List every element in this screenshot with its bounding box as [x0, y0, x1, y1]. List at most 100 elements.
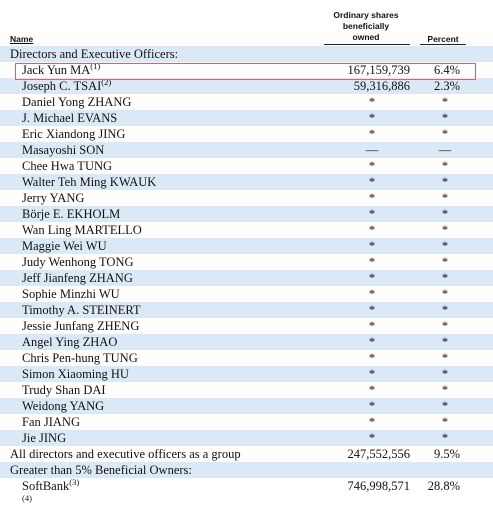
percent-cell: * [441, 415, 449, 429]
holder-name: Jack Yun MA(1) [22, 62, 100, 78]
ownership-table: Directors and Executive Officers: Jack Y… [0, 46, 493, 504]
holder-name: Maggie Wei WU [22, 238, 107, 254]
holder-name: Masayoshi SON [22, 142, 104, 158]
table-row: Timothy A. STEINERT * * [0, 302, 493, 318]
shares-cell: 746,998,571 [347, 479, 411, 493]
section-label: Directors and Executive Officers: [10, 47, 179, 61]
percent-cell: * [441, 223, 449, 237]
percent-cell: 28.8% [427, 479, 460, 493]
shares-cell: * [368, 399, 376, 413]
table-row: Trudy Shan DAI * * [0, 382, 493, 398]
percent-cell: * [441, 303, 449, 317]
holder-name: Chris Pen-hung TUNG [22, 350, 138, 366]
percent-cell: 6.4% [433, 63, 460, 77]
percent-cell: * [441, 271, 449, 285]
holder-name-text: Angel Ying ZHAO [22, 335, 118, 349]
holder-name-text: Weidong YANG [22, 399, 105, 413]
shares-cell: * [368, 159, 376, 173]
holder-name: Jerry YANG [22, 190, 84, 206]
holder-name: Börje E. EKHOLM [22, 206, 120, 222]
percent-cell: * [441, 399, 449, 413]
holder-name-text: Eric Xiandong JING [22, 127, 126, 141]
shares-cell: * [368, 303, 376, 317]
holder-name-text: Simon Xiaoming HU [22, 367, 129, 381]
holder-name-text: Daniel Yong ZHANG [22, 95, 132, 109]
shares-cell: * [368, 207, 376, 221]
shares-cell: — [365, 143, 379, 157]
holder-name-text: Jerry YANG [22, 191, 85, 205]
holder-name-text: Maggie Wei WU [22, 239, 107, 253]
table-row: (4) [0, 494, 493, 504]
shares-cell: 59,316,886 [353, 79, 410, 93]
shares-cell: 167,159,739 [347, 63, 411, 77]
holder-name: Trudy Shan DAI [22, 382, 106, 398]
holder-name-text: Masayoshi SON [22, 143, 105, 157]
shares-cell: * [368, 271, 376, 285]
shares-cell: * [368, 127, 376, 141]
holder-name: Angel Ying ZHAO [22, 334, 117, 350]
holder-name: Jie JING [22, 430, 66, 446]
holder-name-text: Wan Ling MARTELLO [22, 223, 142, 237]
table-row: Maggie Wei WU * * [0, 238, 493, 254]
holder-name-text: Trudy Shan DAI [22, 383, 106, 397]
table-row: Daniel Yong ZHANG * * [0, 94, 493, 110]
section-label: Greater than 5% Beneficial Owners: [10, 463, 192, 477]
percent-column-header: Percent [427, 34, 459, 44]
holder-name: Simon Xiaoming HU [22, 366, 129, 382]
shares-header-line3: owned [352, 32, 380, 42]
shares-cell: * [368, 287, 376, 301]
shares-cell: * [368, 335, 376, 349]
table-row: Walter Teh Ming KWAUK * * [0, 174, 493, 190]
shares-header-rule [324, 44, 410, 45]
shares-cell: * [368, 191, 376, 205]
director-rows: Jack Yun MA(1) 167,159,739 6.4% Joseph C. T… [0, 62, 493, 446]
holder-name-text: Börje E. EKHOLM [22, 207, 121, 221]
holder-name-text: Sophie Minzhi WU [22, 287, 120, 301]
shares-cell: * [368, 431, 376, 445]
group-total-row: All directors and executive officers as … [0, 446, 493, 462]
holder-name-text: Jessie Junfang ZHENG [22, 319, 140, 333]
holder-name-text: Fan JIANG [22, 415, 80, 429]
section-heading-owners: Greater than 5% Beneficial Owners: [0, 462, 493, 478]
percent-cell: * [441, 191, 449, 205]
shares-cell: * [368, 95, 376, 109]
shares-header-line2: beneficially [342, 21, 390, 31]
holder-name: J. Michael EVANS [22, 110, 117, 126]
percent-cell: * [441, 111, 449, 125]
footnote-ref: (3) [69, 477, 80, 487]
holder-name: SoftBank(3) [22, 478, 79, 494]
holder-name-text: Joseph C. TSAI [22, 79, 102, 93]
table-row: Jeff Jianfeng ZHANG * * [0, 270, 493, 286]
table-row: Joseph C. TSAI(2) 59,316,886 2.3% [0, 78, 493, 94]
percent-cell: 2.3% [433, 79, 460, 93]
holder-name-text: Timothy A. STEINERT [22, 303, 141, 317]
table-row: Sophie Minzhi WU * * [0, 286, 493, 302]
percent-cell: * [441, 367, 449, 381]
shares-cell: * [368, 223, 376, 237]
table-row: Chris Pen-hung TUNG * * [0, 350, 493, 366]
shares-cell: * [368, 255, 376, 269]
section-heading-directors: Directors and Executive Officers: [0, 46, 493, 62]
percent-header-rule [420, 44, 466, 45]
percent-cell: * [441, 95, 449, 109]
table-row: SoftBank(3) 746,998,571 28.8% [0, 478, 493, 494]
holder-name: Sophie Minzhi WU [22, 286, 120, 302]
holder-name: Fan JIANG [22, 414, 80, 430]
holder-name: Daniel Yong ZHANG [22, 94, 131, 110]
table-row: Jerry YANG * * [0, 190, 493, 206]
shares-column-header: Ordinary shares beneficially owned [322, 10, 410, 43]
group-total-shares: 247,552,556 [347, 447, 411, 461]
shares-cell: * [368, 319, 376, 333]
holder-name: Jessie Junfang ZHENG [22, 318, 139, 334]
holder-name-text: Jack Yun MA [22, 63, 91, 77]
percent-cell: * [441, 335, 449, 349]
group-total-name: All directors and executive officers as … [10, 447, 241, 461]
shares-cell: * [368, 383, 376, 397]
percent-cell: * [441, 431, 449, 445]
shares-cell: * [368, 351, 376, 365]
shares-cell: * [368, 239, 376, 253]
table-row: Simon Xiaoming HU * * [0, 366, 493, 382]
table-row: J. Michael EVANS * * [0, 110, 493, 126]
holder-name: Walter Teh Ming KWAUK [22, 174, 156, 190]
table-row: Jessie Junfang ZHENG * * [0, 318, 493, 334]
